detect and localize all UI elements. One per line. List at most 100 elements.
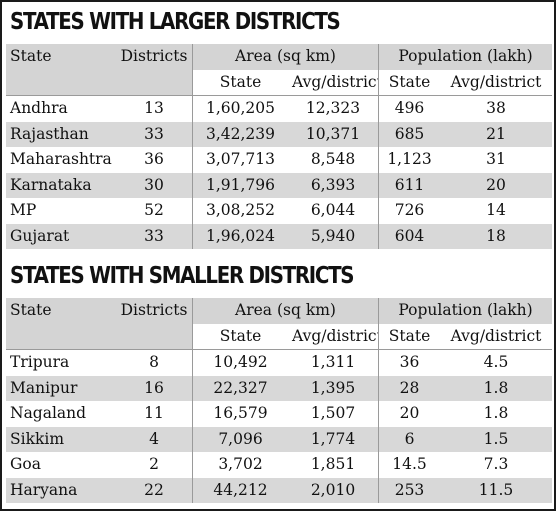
smaller-districts-table: State Districts Area (sq km) Population … [6, 298, 552, 503]
cell-pop-avg: 38 [440, 96, 552, 122]
cell-pop-state: 726 [378, 198, 440, 224]
smaller-districts-title: STATES WITH SMALLER DISTRICTS [10, 263, 355, 289]
subheader-blank [116, 323, 192, 350]
column-header-population: Population (lakh) [378, 44, 552, 70]
cell-districts: 11 [116, 401, 192, 427]
table-header-row: State Districts Area (sq km) Population … [6, 44, 552, 70]
cell-state: Karnataka [6, 172, 116, 198]
column-header-state: State [6, 298, 116, 324]
cell-area-state: 1,96,024 [192, 223, 288, 249]
subheader-pop-state: State [378, 323, 440, 350]
cell-pop-avg: 1.8 [440, 375, 552, 401]
cell-pop-state: 36 [378, 350, 440, 376]
cell-area-avg: 1,395 [288, 375, 378, 401]
table-row: MP 52 3,08,252 6,044 726 14 [6, 198, 552, 224]
cell-state: Haryana [6, 477, 116, 503]
subheader-area-avg: Avg/district [288, 69, 378, 96]
larger-districts-table: State Districts Area (sq km) Population … [6, 44, 552, 249]
table-row: Manipur 16 22,327 1,395 28 1.8 [6, 375, 552, 401]
cell-area-avg: 6,044 [288, 198, 378, 224]
subheader-pop-avg: Avg/district [440, 69, 552, 96]
cell-districts: 16 [116, 375, 192, 401]
cell-area-avg: 1,311 [288, 350, 378, 376]
cell-state: Andhra [6, 96, 116, 122]
cell-area-avg: 6,393 [288, 172, 378, 198]
cell-area-avg: 1,851 [288, 452, 378, 478]
larger-districts-title: STATES WITH LARGER DISTRICTS [10, 9, 341, 35]
cell-pop-avg: 18 [440, 223, 552, 249]
cell-pop-avg: 1.5 [440, 426, 552, 452]
subheader-blank [116, 69, 192, 96]
cell-state: Nagaland [6, 401, 116, 427]
cell-state: Sikkim [6, 426, 116, 452]
cell-pop-avg: 7.3 [440, 452, 552, 478]
subheader-area-state: State [192, 323, 288, 350]
cell-pop-state: 20 [378, 401, 440, 427]
cell-pop-state: 604 [378, 223, 440, 249]
cell-pop-avg: 20 [440, 172, 552, 198]
column-header-districts: Districts [116, 44, 192, 70]
table-row: Rajasthan 33 3,42,239 10,371 685 21 [6, 121, 552, 147]
cell-area-state: 10,492 [192, 350, 288, 376]
table-row: Nagaland 11 16,579 1,507 20 1.8 [6, 401, 552, 427]
cell-area-state: 3,42,239 [192, 121, 288, 147]
cell-area-state: 3,07,713 [192, 147, 288, 173]
cell-pop-state: 14.5 [378, 452, 440, 478]
cell-area-state: 1,91,796 [192, 172, 288, 198]
cell-districts: 30 [116, 172, 192, 198]
column-header-state: State [6, 44, 116, 70]
table-row: Sikkim 4 7,096 1,774 6 1.5 [6, 426, 552, 452]
cell-state: Tripura [6, 350, 116, 376]
cell-area-state: 7,096 [192, 426, 288, 452]
subheader-area-avg: Avg/district [288, 323, 378, 350]
table-row: Gujarat 33 1,96,024 5,940 604 18 [6, 223, 552, 249]
cell-districts: 33 [116, 223, 192, 249]
table-subheader-row: State Avg/district State Avg/district [6, 323, 552, 350]
cell-state: Maharashtra [6, 147, 116, 173]
cell-districts: 22 [116, 477, 192, 503]
cell-pop-avg: 14 [440, 198, 552, 224]
table-subheader-row: State Avg/district State Avg/district [6, 69, 552, 96]
cell-districts: 2 [116, 452, 192, 478]
cell-pop-state: 28 [378, 375, 440, 401]
cell-area-state: 22,327 [192, 375, 288, 401]
column-header-area: Area (sq km) [192, 298, 378, 324]
cell-area-avg: 10,371 [288, 121, 378, 147]
subheader-blank [6, 69, 116, 96]
cell-pop-avg: 31 [440, 147, 552, 173]
cell-state: Rajasthan [6, 121, 116, 147]
cell-area-state: 16,579 [192, 401, 288, 427]
cell-districts: 4 [116, 426, 192, 452]
subheader-pop-state: State [378, 69, 440, 96]
cell-area-avg: 2,010 [288, 477, 378, 503]
cell-area-avg: 5,940 [288, 223, 378, 249]
subheader-area-state: State [192, 69, 288, 96]
cell-state: Goa [6, 452, 116, 478]
cell-districts: 8 [116, 350, 192, 376]
cell-pop-state: 1,123 [378, 147, 440, 173]
cell-area-avg: 1,774 [288, 426, 378, 452]
table-row: Haryana 22 44,212 2,010 253 11.5 [6, 477, 552, 503]
table-row: Karnataka 30 1,91,796 6,393 611 20 [6, 172, 552, 198]
cell-area-avg: 1,507 [288, 401, 378, 427]
cell-state: Manipur [6, 375, 116, 401]
subheader-blank [6, 323, 116, 350]
cell-pop-avg: 11.5 [440, 477, 552, 503]
cell-pop-state: 611 [378, 172, 440, 198]
column-header-districts: Districts [116, 298, 192, 324]
cell-pop-state: 6 [378, 426, 440, 452]
table-row: Maharashtra 36 3,07,713 8,548 1,123 31 [6, 147, 552, 173]
table-row: Tripura 8 10,492 1,311 36 4.5 [6, 350, 552, 376]
cell-pop-avg: 21 [440, 121, 552, 147]
cell-districts: 36 [116, 147, 192, 173]
cell-area-avg: 8,548 [288, 147, 378, 173]
cell-districts: 13 [116, 96, 192, 122]
cell-state: MP [6, 198, 116, 224]
cell-pop-state: 685 [378, 121, 440, 147]
cell-districts: 52 [116, 198, 192, 224]
cell-pop-state: 496 [378, 96, 440, 122]
cell-state: Gujarat [6, 223, 116, 249]
cell-pop-state: 253 [378, 477, 440, 503]
column-header-area: Area (sq km) [192, 44, 378, 70]
